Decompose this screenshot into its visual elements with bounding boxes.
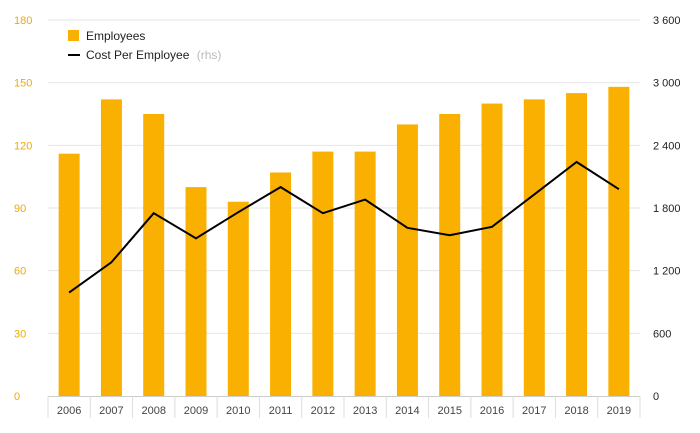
x-tick-label: 2011 bbox=[269, 405, 293, 417]
left-tick-label: 150 bbox=[14, 78, 32, 90]
cost-per-employee-line bbox=[68, 160, 620, 294]
x-tick-label: 2012 bbox=[311, 405, 335, 417]
bar-employees-2010 bbox=[227, 201, 249, 396]
x-tick-label: 2016 bbox=[480, 405, 504, 417]
bar-employees-2016 bbox=[481, 103, 503, 397]
bar-employees-2012 bbox=[312, 151, 334, 396]
left-tick-label: 30 bbox=[14, 328, 26, 340]
x-tick-label: 2010 bbox=[226, 405, 250, 417]
bar-employees-2015 bbox=[439, 114, 461, 396]
left-axis-ticks: 0 30 60 90 120 150 180 bbox=[14, 15, 32, 403]
right-tick-label: 1 800 bbox=[653, 203, 681, 215]
legend-label-cost: Cost Per Employee (rhs) bbox=[86, 48, 221, 62]
left-tick-label: 0 bbox=[14, 391, 20, 403]
x-tick-label: 2019 bbox=[607, 405, 631, 417]
bar-employees-2017 bbox=[523, 99, 545, 396]
legend-label-cost-note: (rhs) bbox=[197, 48, 222, 62]
bar-employees-2006 bbox=[58, 153, 80, 396]
bar-employees-2018 bbox=[566, 93, 588, 396]
bar-employees-2014 bbox=[396, 124, 418, 396]
right-tick-label: 1 200 bbox=[653, 266, 681, 278]
legend-label-employees: Employees bbox=[86, 29, 145, 43]
right-axis-ticks: 0 600 1 200 1 800 2 400 3 000 3 600 bbox=[653, 15, 681, 403]
x-tick-label: 2014 bbox=[395, 405, 419, 417]
right-tick-label: 3 600 bbox=[653, 15, 681, 27]
right-tick-label: 0 bbox=[653, 391, 659, 403]
x-tick-label: 2006 bbox=[57, 405, 81, 417]
x-tick-label: 2008 bbox=[141, 405, 165, 417]
left-tick-label: 90 bbox=[14, 203, 26, 215]
legend-swatch-employees bbox=[68, 30, 79, 41]
x-tick-label: 2009 bbox=[184, 405, 208, 417]
x-axis-ticks: 2006 2007 2008 2009 2010 2011 2012 2013 2014 2015… bbox=[47, 396, 641, 418]
employees-bars bbox=[58, 86, 630, 397]
left-tick-label: 60 bbox=[14, 266, 26, 278]
right-tick-label: 600 bbox=[653, 328, 671, 340]
left-tick-label: 120 bbox=[14, 140, 32, 152]
bar-employees-2019 bbox=[608, 86, 630, 396]
bar-employees-2008 bbox=[143, 114, 165, 396]
right-tick-label: 3 000 bbox=[653, 78, 681, 90]
legend-label-cost-name: Cost Per Employee bbox=[86, 48, 190, 62]
bar-employees-2013 bbox=[354, 151, 376, 396]
legend: Employees Cost Per Employee (rhs) bbox=[68, 29, 221, 62]
bar-employees-2009 bbox=[185, 187, 207, 396]
gridlines bbox=[48, 19, 640, 334]
bar-employees-2007 bbox=[100, 99, 122, 396]
x-tick-label: 2013 bbox=[353, 405, 377, 417]
x-tick-label: 2017 bbox=[522, 405, 546, 417]
right-tick-label: 2 400 bbox=[653, 140, 681, 152]
left-tick-label: 180 bbox=[14, 15, 32, 27]
bar-employees-2011 bbox=[270, 172, 292, 396]
x-tick-label: 2007 bbox=[99, 405, 123, 417]
x-tick-label: 2015 bbox=[437, 405, 461, 417]
x-tick-label: 2018 bbox=[564, 405, 588, 417]
